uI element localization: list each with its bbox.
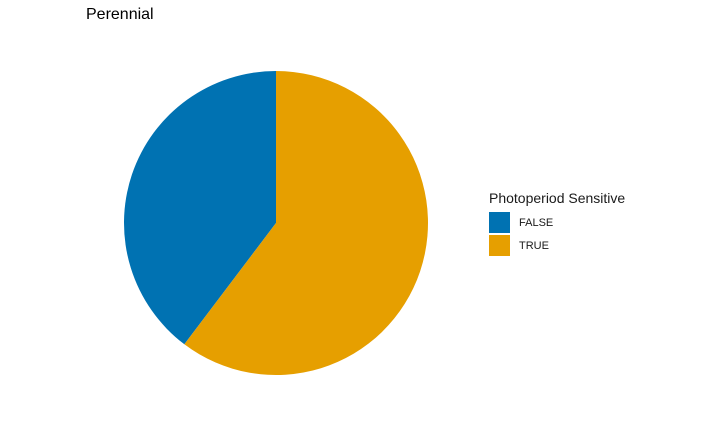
legend-item-false: FALSE [489,211,625,234]
legend-item-true: TRUE [489,234,625,257]
legend-label-false: FALSE [519,216,554,229]
legend-title: Photoperiod Sensitive [489,190,626,206]
legend-label-true: TRUE [519,239,549,252]
legend-key-false [489,212,510,233]
legend-key-true [489,235,510,256]
chart-title: Perennial [86,6,154,23]
legend: Photoperiod Sensitive FALSE TRUE [489,190,625,257]
pie-slice-true [184,71,428,375]
pie-slice-false [124,71,277,345]
